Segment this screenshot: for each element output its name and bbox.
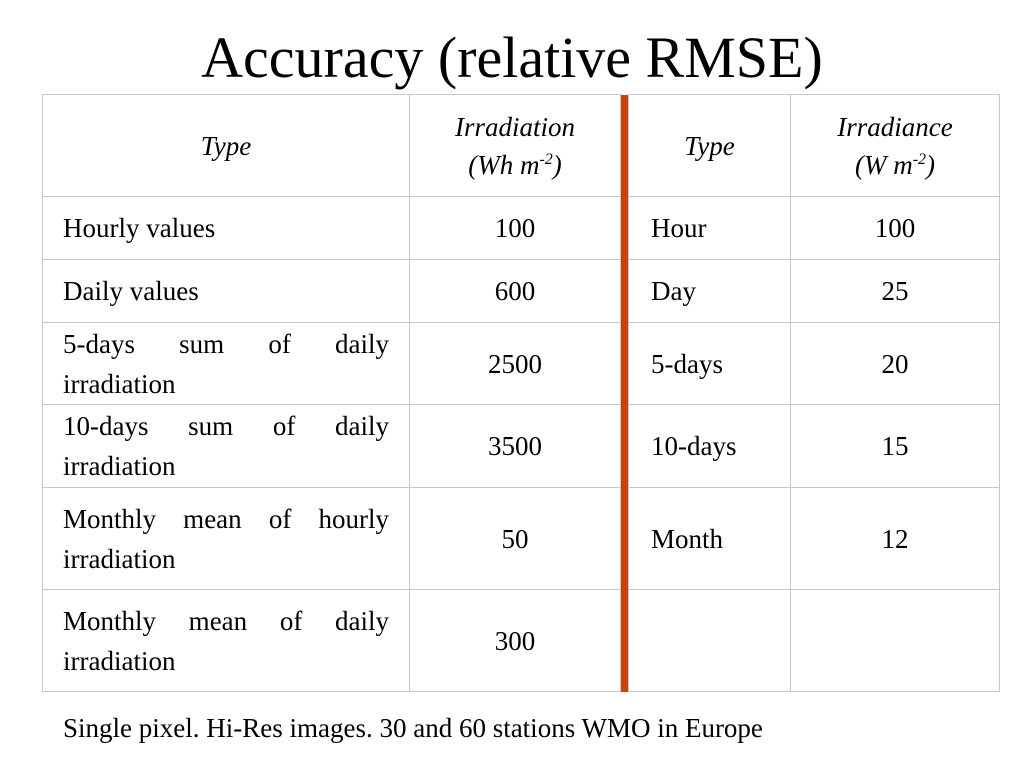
cell-type-left: 5-days sum of daily irradiation xyxy=(42,322,410,405)
cell-irradiation: 300 xyxy=(409,589,621,692)
cell-type-right xyxy=(628,589,791,692)
cell-type-left: Hourly values xyxy=(42,196,410,260)
cell-type-left: Monthly mean of hourly irradiation xyxy=(42,487,410,590)
cell-type-right: Hour xyxy=(628,196,791,260)
cell-irradiance: 12 xyxy=(790,487,1000,590)
cell-irradiation: 50 xyxy=(409,487,621,590)
cell-irradiance: 25 xyxy=(790,259,1000,323)
header-irradiation: Irradiation (Wh m-2) xyxy=(409,94,621,197)
cell-type-left: Daily values xyxy=(42,259,410,323)
cell-irradiation: 100 xyxy=(409,196,621,260)
table-row: Monthly mean of hourly irradiation 50 Mo… xyxy=(42,487,1000,590)
slide-title: Accuracy (relative RMSE) xyxy=(201,25,823,90)
cell-irradiance: 20 xyxy=(790,322,1000,405)
unit-exponent: -2 xyxy=(912,150,927,168)
header-irradiance: Irradiance (W m-2) xyxy=(790,94,1000,197)
header-irradiation-label: Irradiation xyxy=(454,111,575,142)
header-irradiation-unit: (Wh m-2) xyxy=(468,149,562,180)
cell-irradiation: 600 xyxy=(409,259,621,323)
cell-type-right: Day xyxy=(628,259,791,323)
header-irradiance-label: Irradiance xyxy=(837,111,953,142)
cell-irradiance: 100 xyxy=(790,196,1000,260)
cell-type-right: Month xyxy=(628,487,791,590)
cell-type-right: 5-days xyxy=(628,322,791,405)
table-row: Monthly mean of daily irradiation 300 xyxy=(42,589,1000,692)
column-separator xyxy=(620,94,629,692)
unit-exponent: -2 xyxy=(539,150,553,168)
cell-irradiation: 3500 xyxy=(409,404,621,488)
table-row: 10-days sum of daily irradiation 3500 10… xyxy=(42,404,1000,488)
cell-irradiance: 15 xyxy=(790,404,1000,488)
table-row: 5-days sum of daily irradiation 2500 5-d… xyxy=(42,322,1000,405)
footnote: Single pixel. Hi-Res images. 30 and 60 s… xyxy=(63,713,763,743)
table-row: Hourly values 100 Hour 100 xyxy=(42,196,1000,260)
table-row: Daily values 600 Day 25 xyxy=(42,259,1000,323)
header-type-right: Type xyxy=(628,94,791,197)
header-type-left: Type xyxy=(42,94,410,197)
accuracy-table: Type Irradiation (Wh m-2) Type Irradianc… xyxy=(42,94,1000,692)
cell-type-left: 10-days sum of daily irradiation xyxy=(42,404,410,488)
header-irradiance-unit: (W m-2) xyxy=(854,149,936,180)
cell-irradiation: 2500 xyxy=(409,322,621,405)
table-header-row: Type Irradiation (Wh m-2) Type Irradianc… xyxy=(42,94,1000,692)
cell-type-right: 10-days xyxy=(628,404,791,488)
cell-irradiance xyxy=(790,589,1000,692)
cell-type-left: Monthly mean of daily irradiation xyxy=(42,589,410,692)
